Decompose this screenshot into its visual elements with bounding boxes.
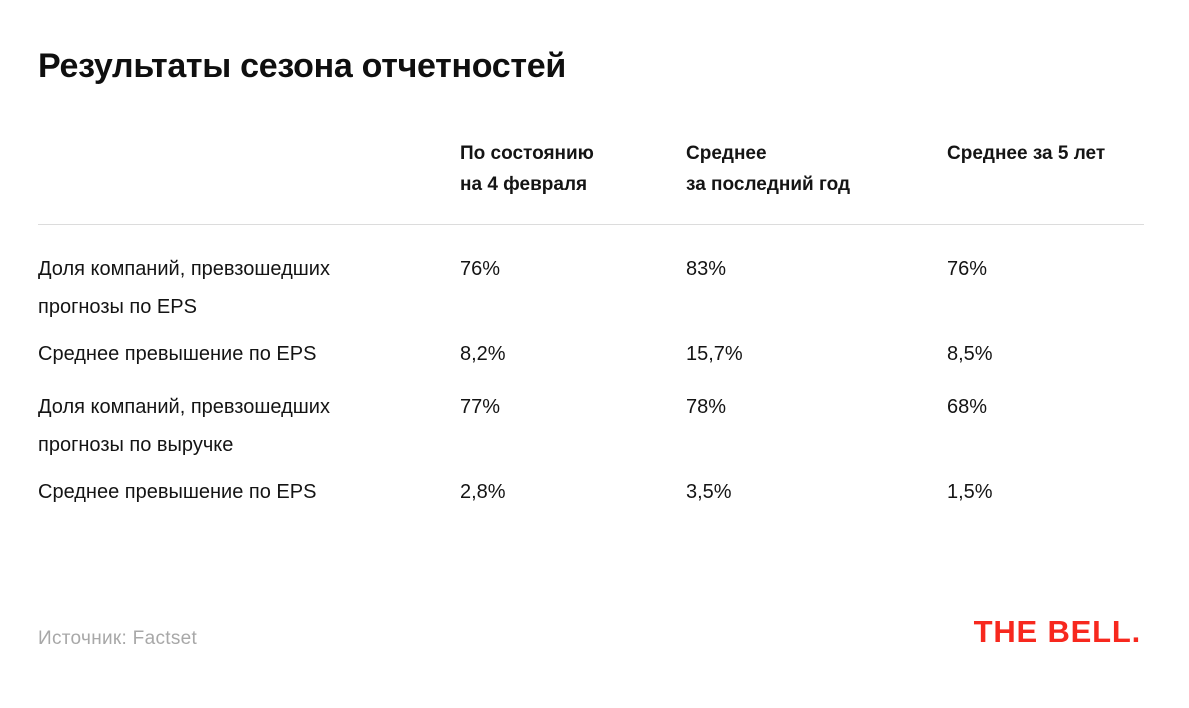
column-header-last-year-avg: Среднее за последний год <box>686 143 851 195</box>
header-divider-line <box>38 224 1144 225</box>
table-row: Среднее превышение по EPS 2,8% 3,5% 1,5% <box>38 464 1144 511</box>
cell-value: 78% <box>686 396 727 418</box>
cell-value: 77% <box>460 396 501 418</box>
column-header-as-of-feb-4: По состоянию на 4 февраля <box>460 143 594 195</box>
row-label: Среднее превышение по EPS <box>38 343 317 365</box>
cell-value: 68% <box>947 396 988 418</box>
column-header-5-year-avg: Среднее за 5 лет <box>947 143 1106 164</box>
row-label: Доля компаний, превзошедших прогнозы по … <box>38 258 330 318</box>
cell-value: 8,2% <box>460 343 506 365</box>
cell-value: 76% <box>460 258 501 280</box>
table-header-row: По состоянию на 4 февраля Среднее за пос… <box>38 138 1144 200</box>
cell-value: 3,5% <box>686 481 732 503</box>
row-label: Доля компаний, превзошедших прогнозы по … <box>38 396 330 456</box>
source-attribution: Источник: Factset <box>38 628 198 649</box>
cell-value: 76% <box>947 258 988 280</box>
table-row: Доля компаний, превзошедших прогнозы по … <box>38 225 1144 326</box>
cell-value: 83% <box>686 258 727 280</box>
cell-value: 15,7% <box>686 343 743 365</box>
cell-value: 2,8% <box>460 481 506 503</box>
row-label: Среднее превышение по EPS <box>38 481 317 503</box>
table-row: Доля компаний, превзошедших прогнозы по … <box>38 373 1144 464</box>
footer: Источник: Factset THE BELL. <box>38 614 1141 650</box>
table-row: Среднее превышение по EPS 8,2% 15,7% 8,5… <box>38 326 1144 373</box>
cell-value: 8,5% <box>947 343 993 365</box>
the-bell-logo: THE BELL. <box>973 614 1141 649</box>
page-title: Результаты сезона отчетностей <box>38 47 566 85</box>
infographic-card: Результаты сезона отчетностей По состоян… <box>0 44 1189 708</box>
cell-value: 1,5% <box>947 481 993 503</box>
